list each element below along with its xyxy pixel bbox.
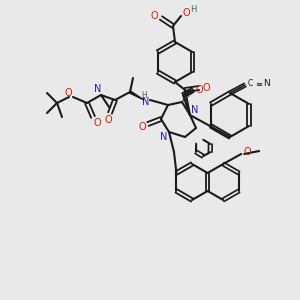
Text: O: O — [104, 115, 112, 125]
Text: O: O — [182, 8, 190, 18]
Text: ≡: ≡ — [256, 80, 262, 88]
Text: O: O — [243, 147, 251, 157]
Text: N: N — [160, 132, 168, 142]
Text: N: N — [94, 84, 102, 94]
Text: N: N — [191, 105, 199, 115]
Text: O: O — [93, 118, 101, 128]
Text: O: O — [150, 11, 158, 21]
Text: O: O — [64, 88, 72, 98]
Text: O: O — [195, 85, 203, 95]
Text: N: N — [142, 97, 150, 107]
Text: N: N — [264, 80, 270, 88]
Text: O: O — [138, 122, 146, 132]
Text: C: C — [248, 80, 253, 88]
Text: O: O — [202, 83, 210, 93]
Text: H: H — [141, 91, 147, 100]
Text: H: H — [190, 4, 196, 14]
Polygon shape — [130, 91, 144, 100]
